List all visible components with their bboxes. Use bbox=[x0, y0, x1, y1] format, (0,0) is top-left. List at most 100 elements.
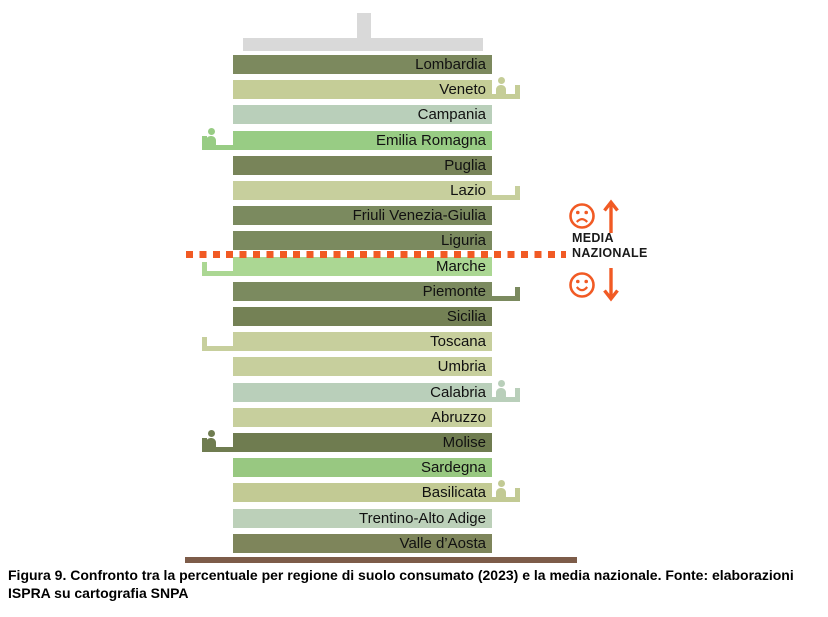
down-arrow-icon bbox=[603, 268, 619, 302]
chimney-shape bbox=[357, 13, 371, 39]
balcony-tick bbox=[202, 262, 207, 276]
region-label: Abruzzo bbox=[430, 409, 486, 426]
national-average-label: MEDIA NAZIONALE bbox=[572, 231, 648, 261]
region-bar: Sardegna bbox=[233, 458, 492, 477]
balcony-tick bbox=[202, 136, 207, 150]
person-head bbox=[207, 430, 215, 437]
region-bar: Molise bbox=[233, 433, 492, 452]
region-bar: Lazio bbox=[233, 181, 492, 200]
region-label: Molise bbox=[442, 434, 486, 451]
region-bar: Lombardia bbox=[233, 55, 492, 74]
region-bar-row: Calabria bbox=[0, 380, 828, 402]
person-icon bbox=[495, 380, 507, 398]
region-bar-row: Abruzzo bbox=[0, 408, 828, 427]
region-bar-row: Basilicata bbox=[0, 480, 828, 502]
balcony-tick bbox=[515, 488, 520, 502]
region-label: Sicilia bbox=[446, 308, 486, 325]
balcony-strip bbox=[202, 447, 233, 452]
region-bar-row: Campania bbox=[0, 105, 828, 124]
region-bar: Veneto bbox=[233, 80, 492, 99]
person-icon bbox=[205, 128, 217, 146]
balcony-tick bbox=[515, 85, 520, 99]
balcony-tick bbox=[515, 388, 520, 402]
person-body bbox=[496, 387, 506, 398]
balcony-strip bbox=[490, 195, 520, 200]
ground-line bbox=[185, 557, 577, 563]
person-body bbox=[496, 84, 506, 95]
region-bar: Piemonte bbox=[233, 282, 492, 301]
region-label: Valle d’Aosta bbox=[399, 535, 486, 552]
region-label: Calabria bbox=[430, 384, 486, 401]
region-bar-row: Sardegna bbox=[0, 458, 828, 477]
person-body bbox=[496, 487, 506, 498]
balcony-tick bbox=[515, 186, 520, 200]
person-head bbox=[497, 480, 505, 487]
roof-shape bbox=[243, 38, 483, 51]
sad-face-icon bbox=[569, 203, 595, 229]
person-icon bbox=[495, 77, 507, 95]
person-body bbox=[206, 437, 216, 448]
balcony-strip bbox=[490, 296, 520, 301]
region-bar-row: Emilia Romagna bbox=[0, 128, 828, 150]
balcony-tick bbox=[202, 438, 207, 452]
region-label: Emilia Romagna bbox=[375, 132, 486, 149]
sad-face-up-arrow-icons bbox=[569, 199, 619, 233]
region-bar-row: Sicilia bbox=[0, 307, 828, 326]
region-bar: Puglia bbox=[233, 156, 492, 175]
region-bar-row: Molise bbox=[0, 430, 828, 452]
region-bar-row: Friuli Venezia-Giulia bbox=[0, 206, 828, 225]
media-label-line2: NAZIONALE bbox=[572, 246, 648, 260]
region-bar-row: Lazio bbox=[0, 181, 828, 200]
region-bar-row: Veneto bbox=[0, 77, 828, 99]
balcony-strip bbox=[490, 497, 520, 502]
caption-line1: Figura 9. Confronto tra la percentuale p… bbox=[8, 567, 794, 583]
balcony-tick bbox=[515, 287, 520, 301]
balcony-strip bbox=[202, 271, 233, 276]
region-bar-row: Toscana bbox=[0, 332, 828, 351]
region-bar: Trentino-Alto Adige bbox=[233, 509, 492, 528]
person-head bbox=[497, 380, 505, 387]
person-head bbox=[207, 128, 215, 135]
region-bar-row: Puglia bbox=[0, 156, 828, 175]
region-label: Toscana bbox=[430, 333, 486, 350]
person-icon bbox=[205, 430, 217, 448]
region-bar: Calabria bbox=[233, 383, 492, 402]
region-bar-row: Liguria bbox=[0, 231, 828, 250]
region-label: Basilicata bbox=[421, 484, 486, 501]
person-body bbox=[206, 135, 216, 146]
region-bar: Campania bbox=[233, 105, 492, 124]
person-icon bbox=[495, 480, 507, 498]
region-label: Liguria bbox=[440, 232, 486, 249]
region-bar: Sicilia bbox=[233, 307, 492, 326]
region-label: Campania bbox=[417, 106, 486, 123]
region-bar: Liguria bbox=[233, 231, 492, 250]
region-label: Puglia bbox=[444, 157, 486, 174]
region-label: Trentino-Alto Adige bbox=[358, 510, 486, 527]
region-label: Marche bbox=[435, 258, 486, 275]
region-bar: Abruzzo bbox=[233, 408, 492, 427]
balcony-strip bbox=[490, 94, 520, 99]
region-label: Lombardia bbox=[415, 56, 486, 73]
figure-caption: Figura 9. Confronto tra la percentuale p… bbox=[8, 566, 820, 602]
caption-line2: ISPRA su cartografia SNPA bbox=[8, 585, 189, 601]
region-bar: Friuli Venezia-Giulia bbox=[233, 206, 492, 225]
region-bar: Umbria bbox=[233, 357, 492, 376]
smiley-face-down-arrow-icons bbox=[569, 268, 619, 302]
person-head bbox=[497, 77, 505, 84]
region-label: Piemonte bbox=[422, 283, 486, 300]
up-arrow-icon bbox=[603, 199, 619, 233]
above-average-annotation bbox=[566, 196, 624, 241]
balcony-strip bbox=[490, 397, 520, 402]
region-label: Umbria bbox=[437, 358, 486, 375]
region-label: Veneto bbox=[439, 81, 486, 98]
region-bar-row: Valle d’Aosta bbox=[0, 534, 828, 553]
region-bar-row: Trentino-Alto Adige bbox=[0, 509, 828, 528]
region-bar-row: Umbria bbox=[0, 357, 828, 376]
region-bar: Valle d’Aosta bbox=[233, 534, 492, 553]
balcony-tick bbox=[202, 337, 207, 351]
region-bar: Marche bbox=[233, 257, 492, 276]
national-average-line bbox=[186, 251, 566, 258]
smiley-face-icon bbox=[569, 272, 595, 298]
region-bar: Basilicata bbox=[233, 483, 492, 502]
